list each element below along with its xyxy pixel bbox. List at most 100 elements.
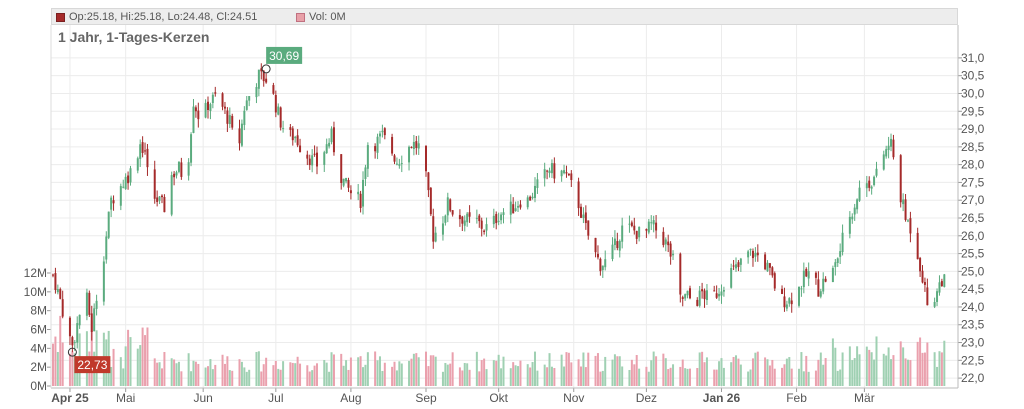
volume-bar	[313, 365, 316, 386]
volume-bar	[463, 362, 466, 386]
volume-bar	[599, 371, 602, 386]
candle-up	[110, 197, 113, 210]
candle-down	[279, 107, 282, 128]
candle-down	[112, 200, 115, 204]
volume-bar	[444, 362, 447, 386]
candle-down	[432, 216, 435, 242]
candle-down	[732, 265, 735, 267]
candle-down	[669, 243, 672, 257]
candle-down	[141, 142, 144, 153]
volume-bar	[940, 352, 943, 386]
candle-up	[885, 149, 888, 157]
candle-up	[378, 133, 381, 137]
volume-bar	[613, 354, 616, 386]
volume-bar	[638, 368, 641, 386]
volume-bar	[754, 352, 757, 386]
volume-bar	[122, 368, 125, 386]
volume-bar	[749, 369, 752, 386]
volume-bar	[853, 358, 856, 386]
volume-bar	[618, 356, 621, 386]
candle-up	[364, 167, 367, 179]
volume-bar	[584, 367, 587, 386]
volume-bar	[175, 363, 178, 386]
volume-bar	[751, 358, 754, 386]
price-tick-label: 26,5	[961, 211, 985, 225]
volume-bar	[802, 371, 805, 386]
volume-bar	[536, 370, 539, 386]
candle-up	[747, 251, 750, 258]
volume-bar	[834, 347, 837, 386]
volume-bar	[781, 367, 784, 386]
volume-bar	[890, 359, 893, 386]
candle-down	[194, 107, 197, 112]
price-tick-label: 28,5	[961, 140, 985, 154]
volume-bar	[621, 366, 624, 386]
low-label-box	[74, 356, 111, 374]
candle-up	[381, 130, 384, 133]
volume-bar	[533, 351, 536, 386]
candle-down	[291, 128, 294, 141]
candle-up	[441, 223, 444, 235]
candle-down	[596, 253, 599, 258]
candle-up	[652, 220, 655, 225]
candle-up	[933, 301, 936, 307]
volume-bar	[209, 359, 212, 386]
candle-up	[248, 96, 251, 101]
volume-bar	[904, 358, 907, 386]
volume-bar	[909, 360, 912, 386]
volume-bar	[938, 351, 941, 386]
volume-bar	[839, 369, 842, 386]
annotations: 30,69 22,73	[67, 46, 303, 374]
candle-up	[240, 123, 243, 146]
volume-swatch	[296, 12, 305, 22]
volume-bar	[366, 352, 369, 386]
price-tick-label: 31,0	[961, 51, 985, 65]
volume-tick-label: 4M	[30, 341, 47, 355]
volume-bar	[194, 361, 197, 386]
candle-up	[446, 197, 449, 216]
candle-down	[316, 152, 319, 167]
time-tick-label: Dez	[636, 391, 657, 405]
candle-up	[463, 220, 466, 226]
candle-down	[308, 158, 311, 166]
volume-bar	[328, 371, 331, 386]
time-tick-label: Apr 25	[51, 391, 89, 405]
volume-bar	[635, 355, 638, 386]
volume-bar	[858, 354, 861, 386]
candle-up	[533, 185, 536, 198]
volume-bar	[567, 352, 570, 386]
volume-bar	[124, 346, 127, 386]
volume-bar	[531, 362, 534, 386]
volume-bar	[282, 361, 285, 386]
candle-down	[214, 92, 217, 94]
candle-up	[720, 291, 723, 296]
candle-up	[890, 138, 893, 147]
candle-up	[502, 212, 505, 215]
candle-up	[841, 232, 844, 253]
candle-down	[221, 93, 224, 107]
candle-down	[667, 241, 670, 246]
candle-up	[124, 176, 127, 189]
candle-up	[434, 232, 437, 242]
volume-bar	[110, 366, 113, 386]
volume-bar	[204, 367, 207, 386]
volume-bar	[870, 352, 873, 386]
candle-up	[243, 110, 246, 126]
volume-bar	[446, 364, 449, 386]
volume-bar	[342, 365, 345, 386]
volume-bar	[773, 368, 776, 386]
volume-bar	[672, 364, 675, 386]
candle-down	[483, 230, 486, 233]
candle-down	[449, 199, 452, 211]
volume-bar	[395, 370, 398, 386]
candle-down	[238, 128, 241, 144]
volume-bar	[560, 354, 563, 386]
candle-up	[102, 261, 105, 302]
volume-bar	[577, 359, 580, 386]
candle-up	[73, 342, 76, 344]
candle-up	[517, 205, 520, 208]
candle-down	[383, 128, 386, 136]
candle-down	[391, 136, 394, 154]
candle-up	[211, 94, 214, 104]
volume-bar	[449, 363, 452, 386]
